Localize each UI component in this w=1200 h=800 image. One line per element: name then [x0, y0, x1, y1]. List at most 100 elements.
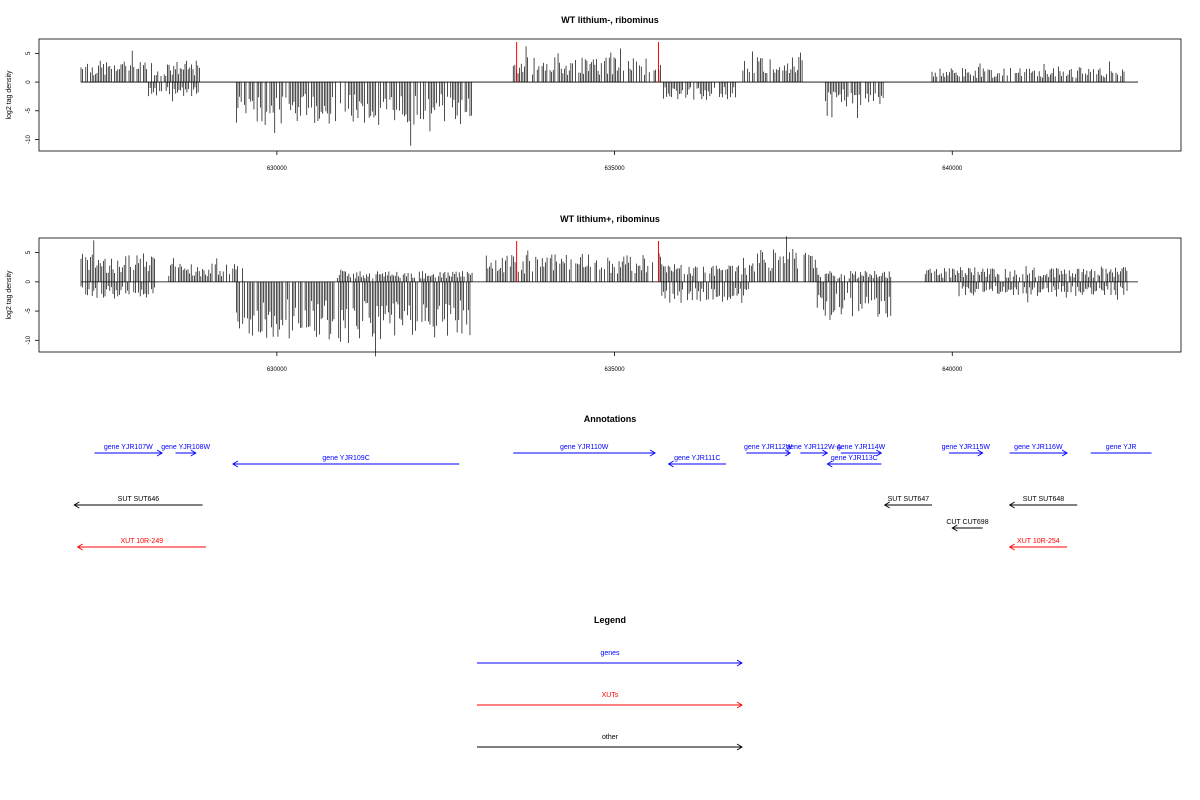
arrow-head-right — [649, 449, 656, 457]
legend-item: XUTs — [477, 692, 743, 709]
coverage-panel-lithium-minus: WT lithium-, ribominus 630000 635000 64000… — [6, 15, 1182, 172]
feature-label: gene YJR108W — [161, 444, 210, 451]
annotation-feature: XUT 10R-249 — [76, 538, 206, 551]
arrow-head-right — [190, 449, 197, 457]
annotation-feature: gene YJR109C — [232, 455, 460, 468]
arrow-head-left — [73, 501, 80, 509]
coverage-region — [80, 240, 155, 282]
x-axis: 630000 635000 640000 — [267, 352, 963, 373]
legend-item: other — [477, 734, 743, 751]
coverage-region — [749, 236, 818, 282]
y-tick-label: -10 — [26, 335, 32, 344]
y-tick-label: 0 — [26, 280, 32, 284]
coverage-region — [663, 82, 736, 100]
x-tick-label: 630000 — [267, 166, 288, 172]
coverage-bars — [80, 236, 1138, 357]
plot-frame — [38, 237, 1182, 353]
feature-label: SUT SUT648 — [1023, 496, 1065, 503]
y-tick-label: 5 — [26, 250, 32, 254]
arrow-head-left — [951, 524, 958, 532]
coverage-region — [742, 51, 803, 83]
x-tick-label: 640000 — [942, 166, 963, 172]
y-tick-label: -5 — [26, 308, 32, 314]
feature-label: gene YJR109C — [322, 455, 369, 462]
annotation-feature: SUT SUT646 — [73, 496, 203, 509]
coverage-region — [148, 82, 199, 102]
legend-items: genes XUTs other — [477, 650, 743, 751]
coverage-region — [235, 281, 471, 357]
legend: Legend genes XUTs other — [477, 615, 743, 751]
y-axis-label: log2 tag density — [6, 270, 13, 320]
x-tick-label: 640000 — [942, 367, 963, 373]
annotation-features: gene YJR107W gene YJR108W gene YJR109C gene… — [73, 444, 1152, 551]
x-tick-label: 635000 — [605, 367, 626, 373]
annotation-feature: gene YJR110W — [513, 444, 656, 457]
feature-label: XUT 10R-249 — [120, 538, 163, 545]
annotation-feature: SUT SUT647 — [883, 496, 933, 509]
coverage-region — [661, 257, 747, 282]
panel-title: WT lithium+, ribominus — [560, 214, 660, 224]
arrow-head-right — [156, 449, 163, 457]
arrow-head-right — [822, 449, 829, 457]
coverage-region — [337, 269, 473, 282]
coverage-panel-lithium-plus: WT lithium+, ribominus 630000 635000 64000… — [6, 214, 1182, 373]
feature-label: gene YJR114W — [837, 444, 886, 451]
feature-label: gene YJR111C — [674, 455, 720, 462]
feature-label: gene YJR113C — [831, 455, 878, 462]
y-axis-label: log2 tag density — [6, 70, 13, 120]
annotation-feature: gene YJR112W — [744, 444, 793, 457]
annotation-feature: gene YJR111C — [667, 455, 727, 468]
feature-label: gene YJR112W-A — [786, 444, 842, 451]
x-axis: 630000 635000 640000 — [267, 151, 963, 172]
feature-label: gene YJR107W — [104, 444, 153, 451]
annotation-feature: gene YJR115W — [942, 444, 990, 457]
y-tick-label: -5 — [26, 107, 32, 113]
y-axis: 5 0 -5 -10 — [26, 250, 39, 345]
coverage-region — [661, 281, 749, 303]
arrow-head-left — [232, 460, 239, 468]
arrow-head-right — [736, 659, 743, 667]
coverage-region — [816, 270, 892, 282]
annotation-feature: gene YJR112W-A — [786, 444, 842, 457]
feature-label: CUT CUT698 — [946, 519, 988, 526]
arrow-head-left — [1008, 543, 1015, 551]
arrow-head-right — [876, 449, 883, 457]
coverage-region — [924, 266, 1128, 282]
coverage-bars — [80, 42, 1138, 146]
y-tick-label: 0 — [26, 80, 32, 84]
legend-item: genes — [477, 650, 743, 667]
x-tick-label: 630000 — [267, 367, 288, 373]
coverage-region — [816, 281, 892, 320]
arrow-head-left — [667, 460, 674, 468]
annotation-feature: gene YJR116W — [1009, 444, 1068, 457]
feature-label: SUT SUT646 — [118, 496, 160, 503]
annotation-feature: gene YJR107W — [94, 444, 163, 457]
y-tick-label: -10 — [26, 135, 32, 144]
coverage-region — [485, 250, 661, 282]
arrow-head-right — [977, 449, 984, 457]
annotation-feature: gene YJR114W — [837, 444, 886, 457]
arrow-head-right — [784, 449, 792, 457]
coverage-region — [931, 61, 1125, 83]
arrow-head-left — [826, 460, 833, 468]
feature-label: gene YJR — [1106, 444, 1137, 451]
arrow-head-left — [883, 501, 890, 509]
arrow-head-right — [736, 701, 743, 709]
annotations-track: Annotations gene YJR107W gene YJR108Wgene… — [73, 414, 1152, 551]
coverage-region — [80, 50, 200, 83]
y-tick-label: 5 — [26, 51, 32, 55]
arrow-head-left — [76, 543, 83, 551]
coverage-region — [235, 82, 472, 146]
annotation-feature: CUT CUT698 — [946, 519, 989, 532]
coverage-region — [825, 82, 884, 118]
coverage-region — [512, 46, 661, 83]
coverage-region — [80, 281, 155, 299]
panel-title: WT lithium-, ribominus — [561, 15, 659, 25]
feature-label: gene YJR112W — [744, 444, 793, 451]
annotation-feature: gene YJR — [1090, 444, 1152, 454]
coverage-region — [958, 281, 1128, 303]
annotation-feature: SUT SUT648 — [1008, 496, 1078, 509]
legend-label: genes — [600, 650, 620, 657]
arrow-head-right — [1061, 449, 1068, 457]
